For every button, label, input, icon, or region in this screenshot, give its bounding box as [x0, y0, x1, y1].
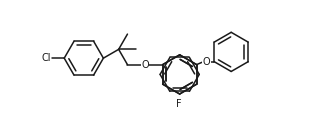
Text: F: F: [176, 99, 181, 109]
Text: O: O: [203, 57, 210, 67]
Text: Cl: Cl: [41, 53, 50, 63]
Text: O: O: [141, 60, 149, 70]
